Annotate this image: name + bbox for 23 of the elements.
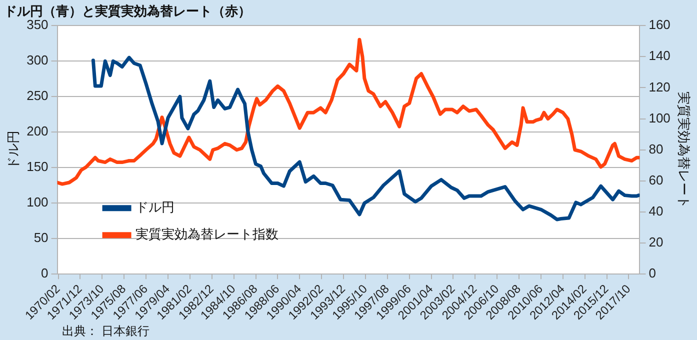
y2-tick-label: 80 — [648, 141, 664, 156]
y2-tick-label: 160 — [648, 17, 670, 32]
y2-tick-label: 140 — [648, 48, 670, 64]
y2-tick-label: 120 — [648, 79, 670, 94]
y-axis-title: ドル円 — [5, 130, 20, 170]
y2-tick-label: 40 — [648, 204, 664, 219]
y-tick-label: 350 — [26, 17, 48, 32]
y-tick-label: 300 — [26, 52, 48, 68]
y2-tick-label: 20 — [648, 234, 664, 250]
y-tick-label: 50 — [34, 230, 48, 246]
y-tick-label: 250 — [26, 88, 48, 104]
y-tick-label: 0 — [41, 266, 48, 281]
y-tick-label: 100 — [26, 194, 48, 210]
chart-title: ドル円（青）と実質実効為替レート（赤） — [4, 3, 251, 18]
y2-tick-label: 100 — [648, 110, 670, 126]
source-note: 出典： 日本銀行 — [62, 324, 150, 338]
legend-label: 実質実効為替レート指数 — [135, 226, 278, 242]
legend-label: ドル円 — [135, 200, 174, 215]
y2-tick-label: 0 — [648, 266, 656, 281]
y-tick-label: 200 — [26, 124, 48, 139]
y2-axis-title: 実質実効為替レート — [676, 91, 692, 208]
y2-tick-label: 60 — [648, 172, 664, 188]
y-tick-label: 150 — [26, 159, 48, 174]
